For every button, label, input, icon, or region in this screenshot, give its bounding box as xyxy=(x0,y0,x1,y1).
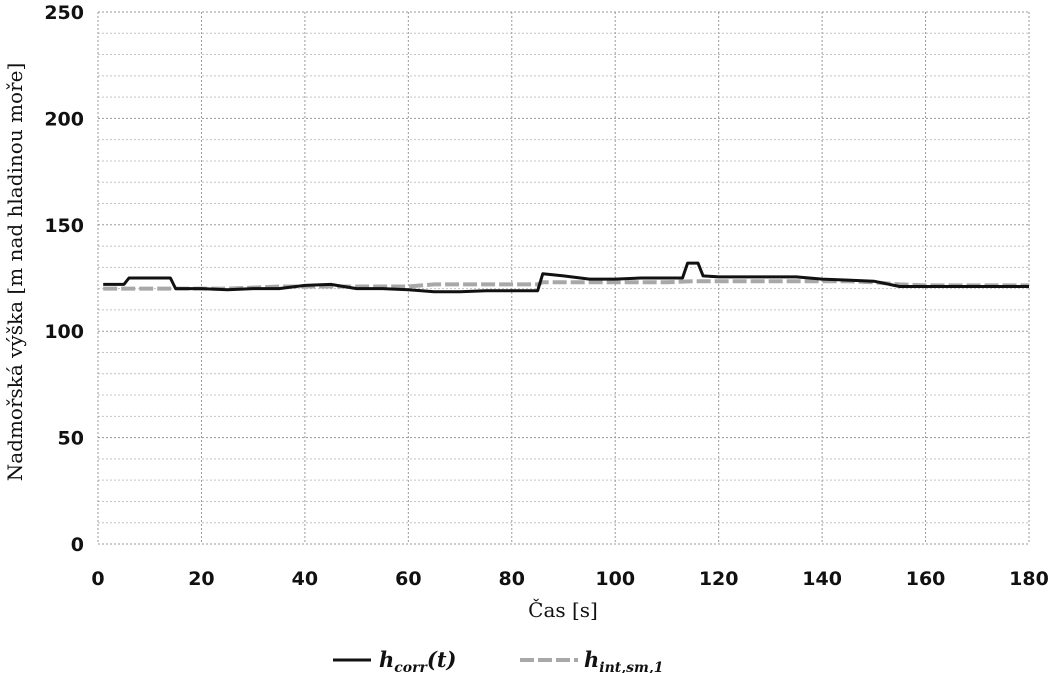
x-tick-label: 40 xyxy=(292,568,318,590)
x-tick-label: 60 xyxy=(395,568,421,590)
x-tick-label: 160 xyxy=(906,568,946,590)
legend-label-h-corr: hcorr(t) xyxy=(379,647,456,673)
x-tick-label: 140 xyxy=(802,568,842,590)
x-tick-label: 180 xyxy=(1009,568,1049,590)
y-tick-label: 0 xyxy=(71,534,84,556)
grid xyxy=(97,11,1030,545)
legend-label-h-int-sm-1: hint,sm,1 xyxy=(584,647,663,673)
x-tick-label: 0 xyxy=(91,568,104,590)
x-tick-label: 100 xyxy=(595,568,635,590)
x-tick-label: 20 xyxy=(188,568,214,590)
x-tick-labels: 0 20 40 60 80 100 120 140 160 180 xyxy=(91,568,1048,590)
x-tick-label: 80 xyxy=(499,568,525,590)
y-tick-label: 250 xyxy=(44,2,84,24)
series-layer xyxy=(103,261,1029,294)
x-tick-label: 120 xyxy=(699,568,739,590)
y-tick-label: 150 xyxy=(44,215,84,237)
y-tick-label: 200 xyxy=(44,108,84,130)
y-tick-label: 100 xyxy=(44,321,84,343)
legend: hcorr(t) hint,sm,1 xyxy=(333,647,663,673)
y-tick-labels: 0 50 100 150 200 250 xyxy=(44,2,84,556)
x-axis-title: Čas [s] xyxy=(528,597,598,622)
y-tick-label: 50 xyxy=(58,428,84,450)
series-line-h-corr xyxy=(103,261,1029,294)
y-axis-title: Nadmořská výška [m nad hladinou moře] xyxy=(3,63,27,482)
